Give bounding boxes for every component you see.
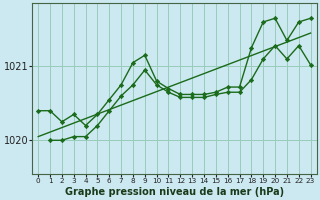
- X-axis label: Graphe pression niveau de la mer (hPa): Graphe pression niveau de la mer (hPa): [65, 187, 284, 197]
